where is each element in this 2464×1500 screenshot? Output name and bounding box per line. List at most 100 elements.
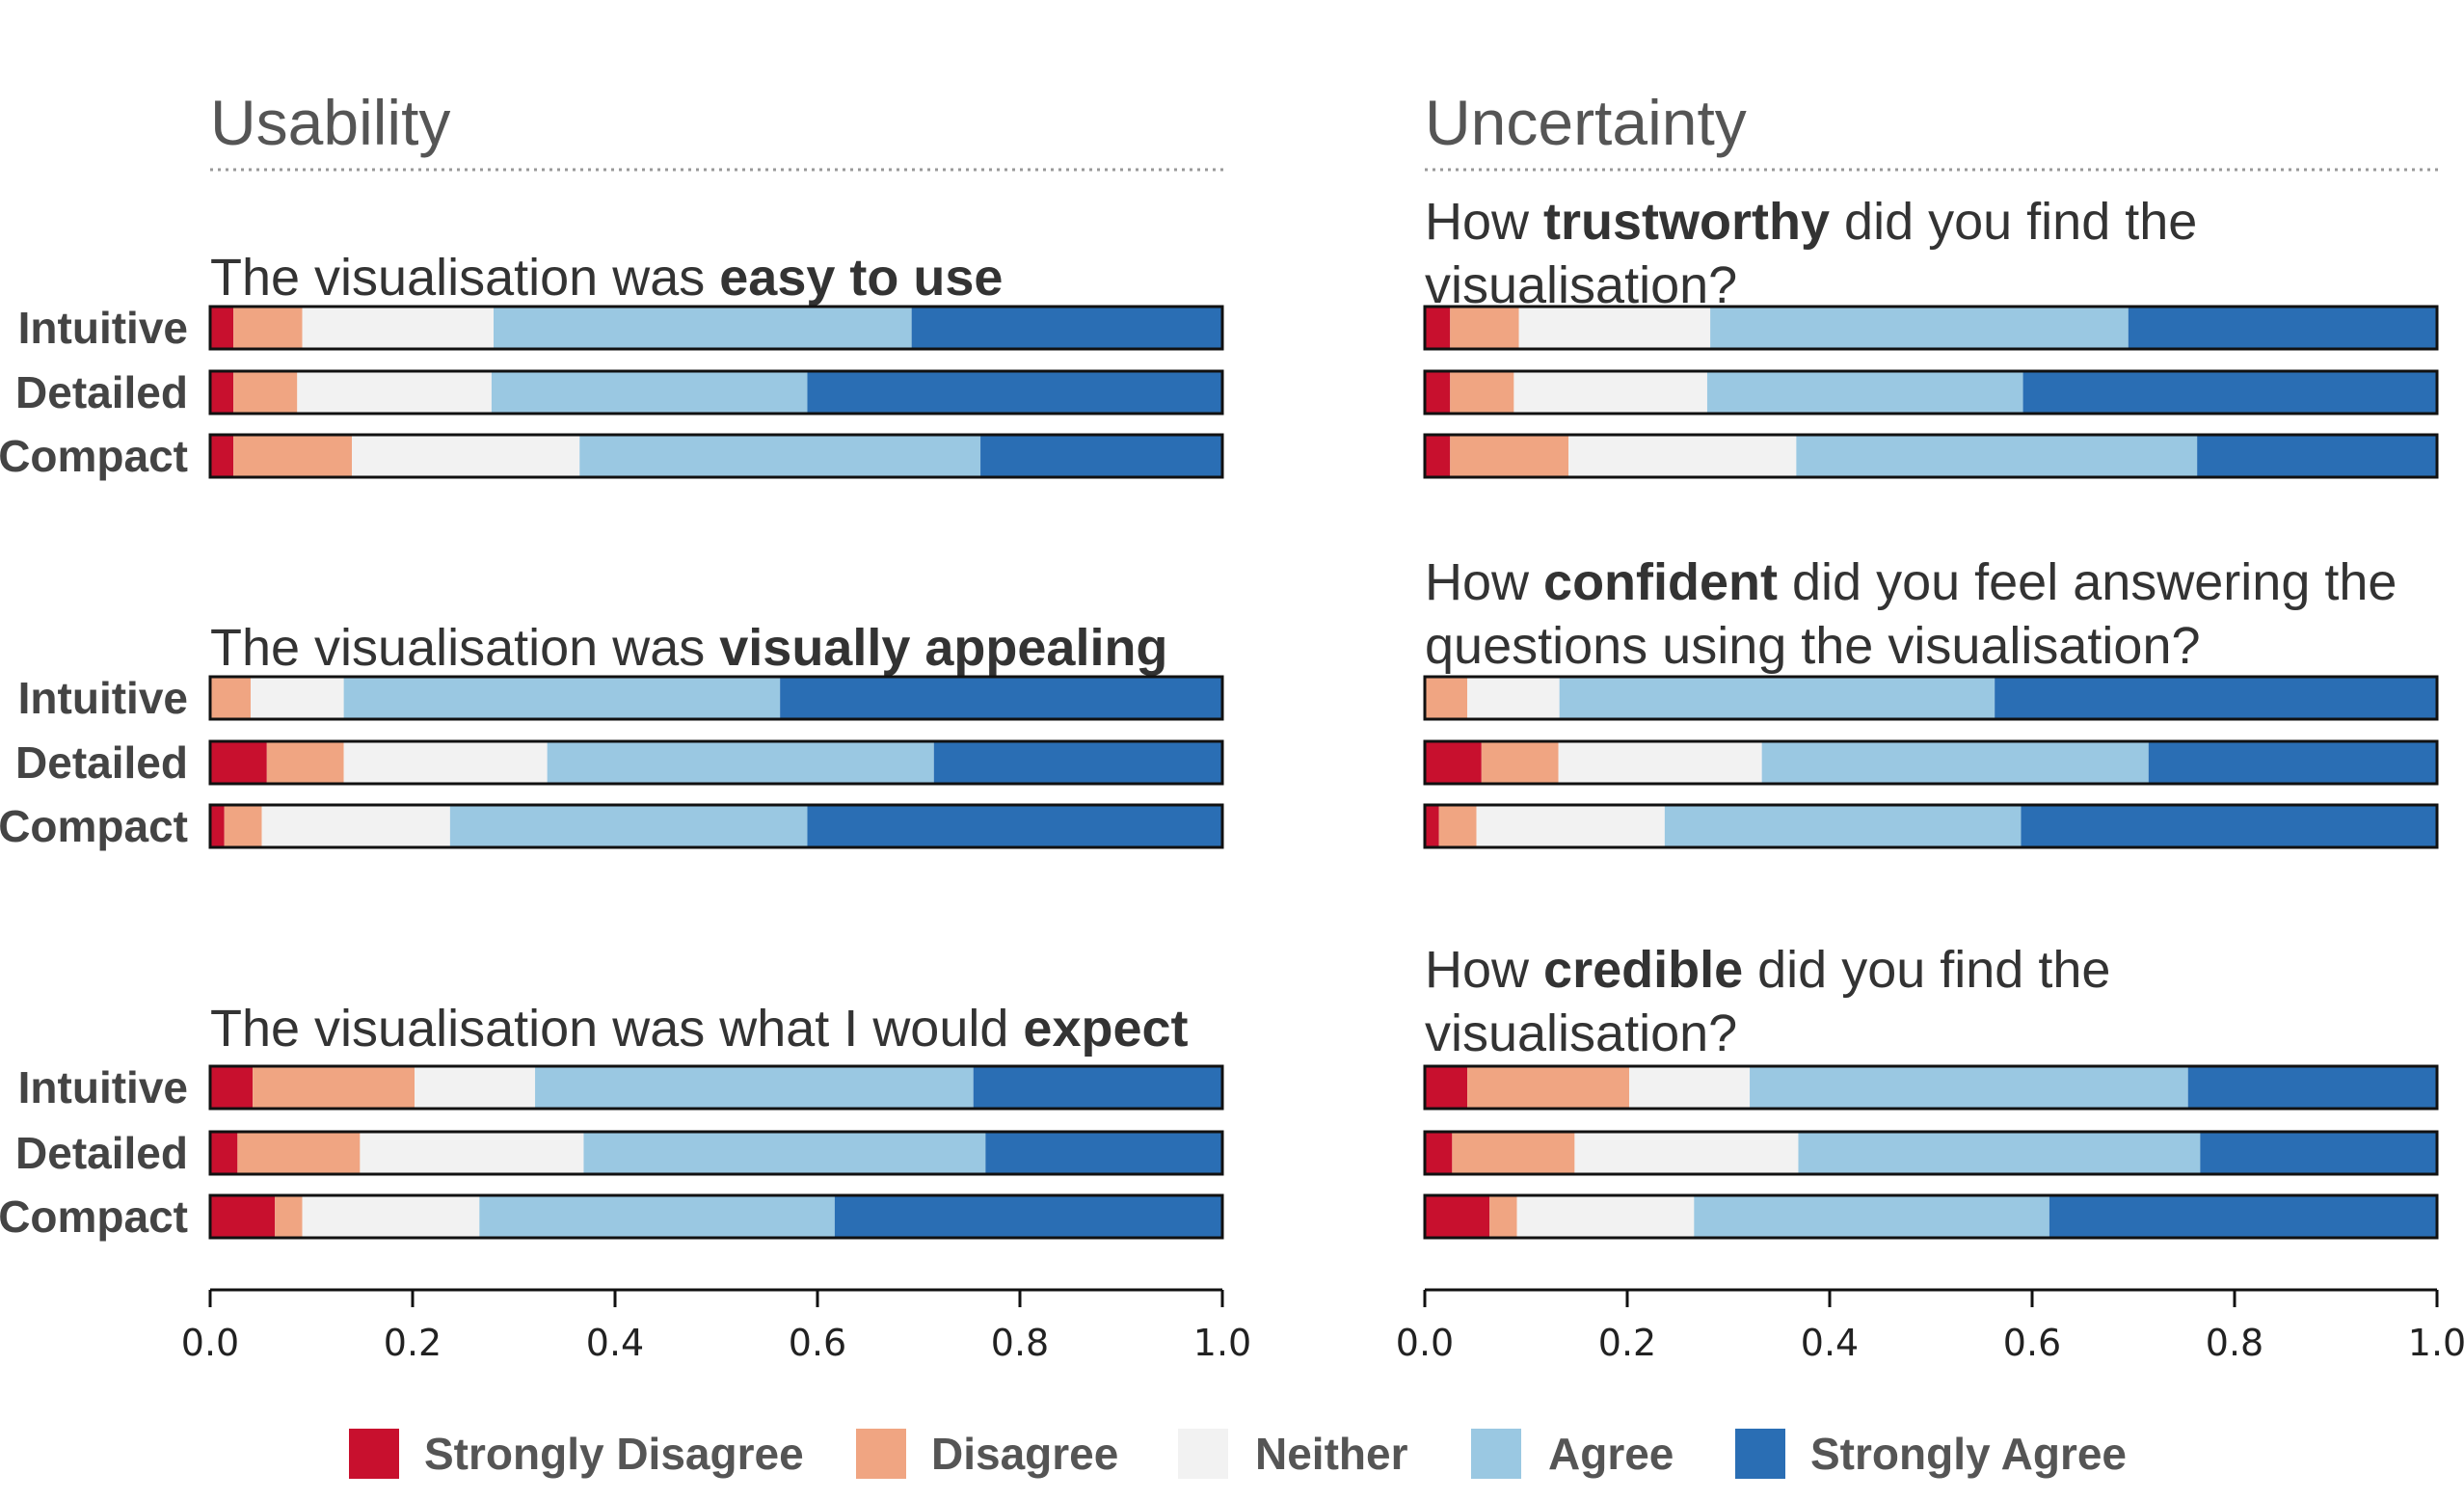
- x-tick-label: 0.6: [789, 1322, 846, 1364]
- bar-row-intuitive: Intuitive: [18, 673, 1224, 723]
- bar-outline: [1423, 1064, 2439, 1111]
- bar-segment-strongly-agree: [2049, 1195, 2437, 1238]
- bar-segment-disagree: [1438, 805, 1477, 847]
- x-tick-label: 0.8: [2206, 1322, 2263, 1364]
- bar-segment-agree: [1694, 1195, 2049, 1238]
- bar-row: [1423, 1064, 2439, 1111]
- x-tick-label: 0.2: [384, 1322, 442, 1364]
- question-span: visualisation?: [1425, 256, 1737, 314]
- bar-segment-disagree: [1450, 435, 1569, 477]
- bar-outline: [208, 1130, 1224, 1176]
- bar-outline: [208, 369, 1224, 415]
- question-emphasis: expect: [1023, 1000, 1188, 1058]
- question-span: How: [1425, 193, 1543, 251]
- bar-segment-strongly-agree: [2021, 805, 2437, 847]
- bar-segment-agree: [547, 741, 934, 784]
- legend-item-strongly-agree: Strongly Agree: [1735, 1429, 2127, 1479]
- bar-segment-neither: [343, 741, 548, 784]
- bar-outline: [1423, 433, 2439, 479]
- bar-segment-strongly-disagree: [1425, 741, 1482, 784]
- bar-segment-neither: [261, 805, 450, 847]
- question-emphasis: confident: [1543, 553, 1778, 611]
- bar-row-intuitive: Intuitive: [18, 1062, 1224, 1112]
- bar-segment-neither: [415, 1066, 536, 1109]
- legend-item-agree: Agree: [1471, 1429, 1674, 1479]
- panel-usability: Usability The visualisation was easy to u…: [0, 87, 1251, 1364]
- bar-segment-strongly-agree: [2197, 435, 2437, 477]
- question-1: The visualisation was easy to use Intuiti…: [0, 249, 1224, 481]
- bar-row: [1423, 739, 2439, 786]
- question-span: The visualisation was: [210, 249, 719, 307]
- bar-segment-disagree: [233, 371, 298, 414]
- bar-segment-neither: [302, 307, 494, 349]
- row-label: Detailed: [15, 367, 188, 417]
- bar-segment-strongly-agree: [980, 435, 1222, 477]
- bar-segment-strongly-agree: [911, 307, 1222, 349]
- bar-segment-strongly-disagree: [1425, 307, 1451, 349]
- question-span: How: [1425, 941, 1543, 999]
- bar-segment-neither: [1568, 435, 1797, 477]
- bar-segment-agree: [494, 307, 912, 349]
- question-span: The visualisation was: [210, 619, 719, 677]
- bar-segment-strongly-disagree: [1425, 1195, 1490, 1238]
- question-text: The visualisation was visually appealing: [210, 619, 1167, 677]
- bar-segment-neither: [1574, 1132, 1799, 1174]
- bar-outline: [1423, 1130, 2439, 1176]
- bar-outline: [1423, 305, 2439, 351]
- x-tick-label: 0.2: [1598, 1322, 1656, 1364]
- question-3: How credible did you find thevisualisati…: [1423, 941, 2439, 1240]
- panel-title: Uncertainty: [1425, 87, 1747, 158]
- question-span: visualisation?: [1425, 1004, 1737, 1062]
- bar-row-compact: Compact: [0, 1192, 1224, 1242]
- bar-segment-strongly-disagree: [1425, 435, 1451, 477]
- bar-outline: [208, 433, 1224, 479]
- question-emphasis: visually appealing: [719, 619, 1167, 677]
- bar-segment-agree: [1664, 805, 2022, 847]
- bar-segment-strongly-disagree: [210, 741, 267, 784]
- bar-segment-agree: [1796, 435, 2198, 477]
- bar-segment-neither: [1513, 371, 1707, 414]
- bar-segment-disagree: [233, 435, 352, 477]
- bar-segment-agree: [579, 435, 981, 477]
- row-label: Compact: [0, 1192, 188, 1242]
- question-span: did you feel answering the: [1778, 553, 2397, 611]
- question-text: The visualisation was what I would expec…: [210, 1000, 1189, 1058]
- question-text: How trustworthy did you find the: [1425, 193, 2197, 251]
- bar-segment-strongly-agree: [807, 371, 1222, 414]
- bar-outline: [208, 1193, 1224, 1240]
- bar-segment-strongly-disagree: [210, 805, 225, 847]
- bar-segment-strongly-agree: [2022, 371, 2437, 414]
- bar-segment-strongly-agree: [807, 805, 1222, 847]
- bar-segment-strongly-disagree: [210, 1195, 276, 1238]
- bar-segment-strongly-disagree: [1425, 1066, 1468, 1109]
- question-span: The visualisation was what I would: [210, 1000, 1023, 1058]
- bar-segment-neither: [1467, 677, 1560, 719]
- legend-label: Agree: [1548, 1429, 1674, 1479]
- question-span: questions using the visualisation?: [1425, 617, 2201, 675]
- bar-segment-agree: [1798, 1132, 2201, 1174]
- question-text: visualisation?: [1425, 256, 1737, 314]
- bar-segment-agree: [449, 805, 808, 847]
- bar-segment-strongly-agree: [2200, 1132, 2437, 1174]
- bar-segment-disagree: [1481, 741, 1559, 784]
- x-tick-label: 1.0: [1193, 1322, 1251, 1364]
- bar-segment-strongly-disagree: [1425, 371, 1451, 414]
- bar-row: [1423, 305, 2439, 351]
- question-emphasis: trustworthy: [1543, 193, 1830, 251]
- bar-row-intuitive: Intuitive: [18, 303, 1224, 353]
- question-2: The visualisation was visually appealing…: [0, 619, 1224, 851]
- bar-segment-agree: [1710, 307, 2129, 349]
- bar-segment-disagree: [1450, 371, 1514, 414]
- x-tick-label: 0.8: [991, 1322, 1049, 1364]
- bar-segment-neither: [1558, 741, 1762, 784]
- bar-segment-strongly-agree: [985, 1132, 1222, 1174]
- bar-segment-strongly-agree: [834, 1195, 1222, 1238]
- bar-outline: [208, 675, 1224, 721]
- bar-segment-neither: [1476, 805, 1665, 847]
- bar-row-detailed: Detailed: [15, 367, 1224, 417]
- bar-row: [1423, 433, 2439, 479]
- bar-segment-neither: [297, 371, 492, 414]
- x-tick-label: 0.6: [2003, 1322, 2061, 1364]
- legend-label: Strongly Agree: [1810, 1429, 2127, 1479]
- bar-segment-disagree: [266, 741, 344, 784]
